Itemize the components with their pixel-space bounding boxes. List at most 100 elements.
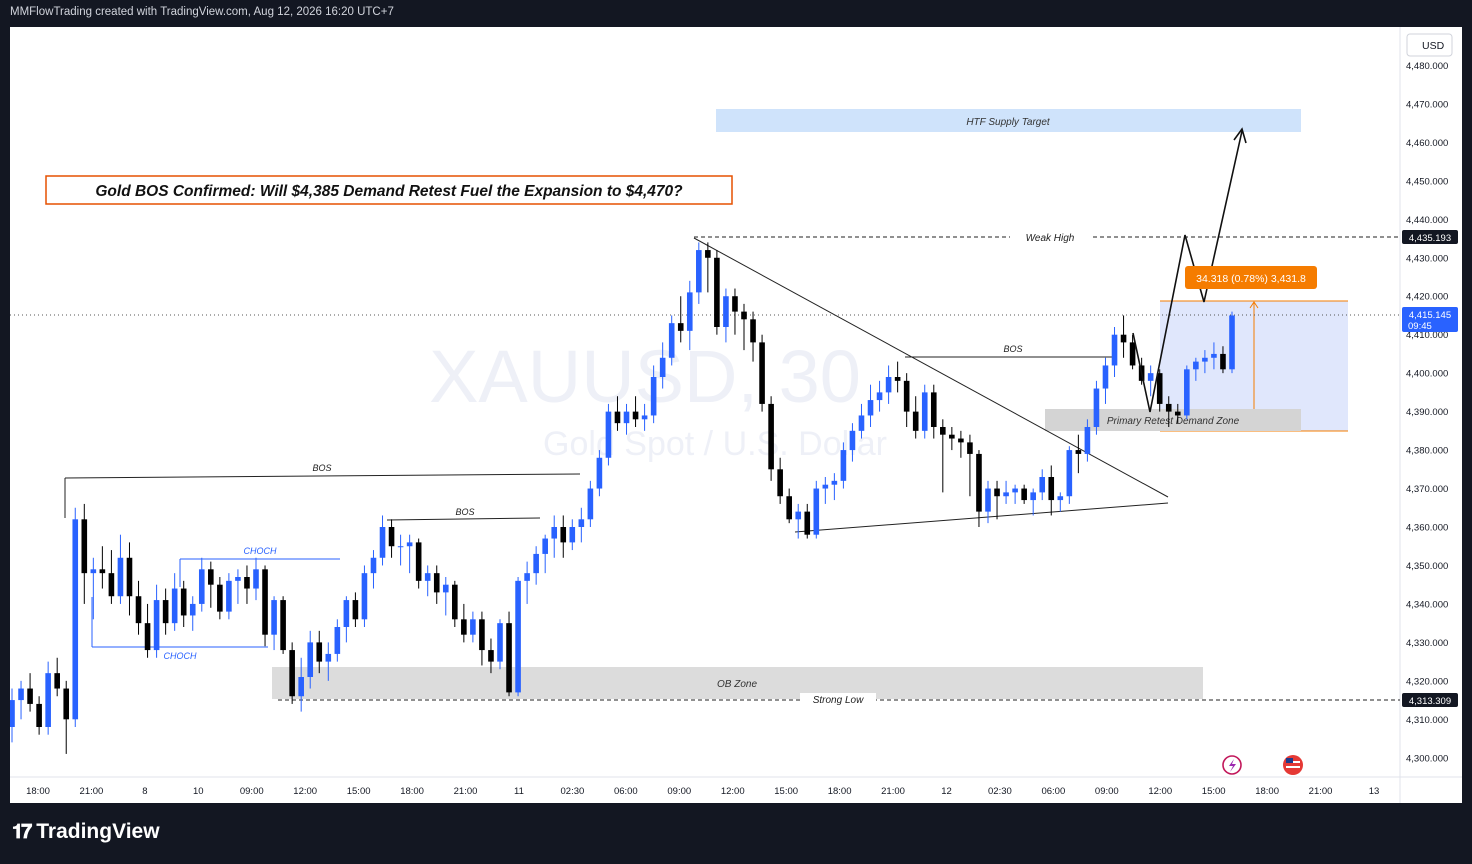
bullish-candle xyxy=(1066,450,1073,497)
bearish-candle xyxy=(479,619,485,651)
measure-label-bg xyxy=(1185,266,1317,289)
bullish-candle xyxy=(470,619,476,635)
price-tick-label: 4,400.000 xyxy=(1406,369,1448,380)
bearish-candle xyxy=(930,392,937,427)
bearish-candle xyxy=(1075,450,1082,454)
bullish-candle xyxy=(885,377,892,393)
bullish-candle xyxy=(596,457,603,489)
bullish-candle xyxy=(1229,315,1235,370)
price-axis[interactable]: 4,480.000 4,470.000 4,460.000 4,450.000 4,44… xyxy=(1406,61,1448,764)
price-tick-label: 4,360.000 xyxy=(1406,523,1448,534)
bullish-candle xyxy=(253,569,259,589)
chart-attribution: MMFlowTrading created with TradingView.c… xyxy=(10,6,394,18)
bullish-candle xyxy=(533,553,539,574)
bearish-candle xyxy=(903,380,910,412)
bearish-candle xyxy=(804,511,811,535)
time-tick-label: 21:00 xyxy=(80,786,104,797)
demand-zone-label: Primary Retest Demand Zone xyxy=(1107,416,1240,427)
bullish-candle xyxy=(1084,427,1091,454)
bullish-candle xyxy=(343,600,350,627)
bearish-candle xyxy=(1156,373,1163,404)
bullish-candle xyxy=(298,677,304,697)
bullish-candle xyxy=(605,411,612,458)
bearish-candle xyxy=(1021,488,1027,501)
bullish-candle xyxy=(858,415,865,431)
time-tick-label: 11 xyxy=(514,786,524,797)
currency-button[interactable] xyxy=(1406,33,1453,57)
time-tick-label: 21:00 xyxy=(454,786,478,797)
bullish-candle xyxy=(1057,496,1064,501)
currency-label[interactable]: USD xyxy=(1422,40,1445,52)
time-axis[interactable]: 18:00 21:00 8 10 09:00 12:00 15:00 18:00 21:00 11… xyxy=(26,786,1379,797)
bullish-candle xyxy=(370,557,377,574)
bearish-candle xyxy=(994,488,1000,497)
bearish-candle xyxy=(262,569,268,635)
time-tick-label: 12:00 xyxy=(1148,786,1172,797)
bullish-candle xyxy=(1039,477,1046,493)
bullish-candle xyxy=(840,450,847,481)
bullish-candle xyxy=(18,688,24,701)
price-tick-label: 4,460.000 xyxy=(1406,138,1448,149)
price-tick-label: 4,370.000 xyxy=(1406,484,1448,495)
strong-low-label: Strong Low xyxy=(813,695,864,706)
time-tick-label: 15:00 xyxy=(774,786,798,797)
bearish-candle xyxy=(1120,334,1127,343)
bearish-candle xyxy=(208,569,214,585)
bullish-candle xyxy=(271,600,277,635)
bullish-candle xyxy=(623,411,630,424)
bullish-candle xyxy=(1003,492,1009,497)
time-tick-label: 18:00 xyxy=(400,786,424,797)
price-tick-label: 4,440.000 xyxy=(1406,215,1448,226)
bearish-candle xyxy=(54,673,60,689)
bos-label-2: BOS xyxy=(455,507,474,517)
flag-canton-icon xyxy=(1286,758,1293,763)
bullish-candle xyxy=(696,250,702,293)
bullish-candle xyxy=(45,673,51,727)
bearish-candle xyxy=(488,650,494,662)
bearish-candle xyxy=(316,642,323,662)
bearish-candle xyxy=(144,623,151,651)
bullish-candle xyxy=(876,392,883,401)
bullish-candle xyxy=(1184,369,1190,416)
price-tick-label: 4,410.000 xyxy=(1406,330,1448,341)
bullish-candle xyxy=(10,700,15,727)
bullish-candle xyxy=(668,323,675,358)
bearish-candle xyxy=(27,688,33,704)
candlestick-chart[interactable]: XAUUSD, 30 Gold Spot / U.S. Dollar HTF S… xyxy=(10,27,1462,803)
title-box xyxy=(45,175,733,205)
bos-line-2 xyxy=(386,517,541,521)
bullish-candle xyxy=(72,519,79,720)
bullish-candle xyxy=(397,546,404,548)
bearish-candle xyxy=(976,453,982,512)
time-tick-label: 8 xyxy=(142,786,147,797)
projection-path xyxy=(1132,130,1243,413)
bearish-candle xyxy=(452,584,458,620)
bullish-candle xyxy=(1147,373,1154,381)
bullish-candle xyxy=(551,527,558,539)
bearish-candle xyxy=(677,323,684,331)
bullish-candle xyxy=(171,588,178,624)
bearish-candle xyxy=(352,600,359,620)
bullish-candle xyxy=(1093,388,1100,427)
bearish-candle xyxy=(415,542,422,581)
bullish-candle xyxy=(189,603,196,616)
weak-high-price: 4,435.193 xyxy=(1409,233,1451,244)
brand-name: TradingView xyxy=(36,820,160,843)
bullish-candle xyxy=(379,527,386,558)
bullish-candle xyxy=(1030,492,1036,501)
candle-series xyxy=(10,242,1235,754)
bearish-candle xyxy=(958,438,964,443)
bullish-candle xyxy=(442,584,449,593)
bullish-candle xyxy=(497,623,503,662)
bearish-candle xyxy=(36,703,42,727)
tradingview-logo[interactable]: 𝟏𝟕 TradingView xyxy=(12,820,160,844)
price-tick-label: 4,480.000 xyxy=(1406,61,1448,72)
bearish-candle xyxy=(162,600,169,624)
strong-low-label-bg xyxy=(800,693,876,707)
bullish-candle xyxy=(361,573,368,620)
chart-area[interactable]: XAUUSD, 30 Gold Spot / U.S. Dollar HTF S… xyxy=(10,27,1462,803)
bar-countdown: 09:45 xyxy=(1408,321,1432,332)
bearish-candle xyxy=(135,596,142,624)
bearish-candle xyxy=(180,588,187,616)
bos-label-3: BOS xyxy=(1003,344,1022,354)
